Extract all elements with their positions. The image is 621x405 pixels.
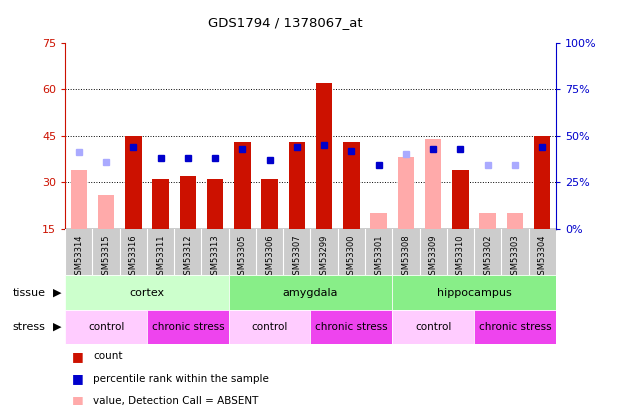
Bar <box>179 176 196 229</box>
Text: GSM53307: GSM53307 <box>292 234 301 280</box>
Bar <box>234 142 250 229</box>
Text: ■: ■ <box>71 372 83 385</box>
Bar <box>289 142 305 229</box>
Bar <box>392 310 474 344</box>
Text: chronic stress: chronic stress <box>152 322 224 332</box>
Bar <box>229 310 310 344</box>
Text: hippocampus: hippocampus <box>437 288 512 298</box>
Bar <box>65 275 229 310</box>
Bar <box>425 139 442 229</box>
Bar <box>452 170 469 229</box>
Bar <box>310 310 392 344</box>
Text: GSM53302: GSM53302 <box>483 234 492 280</box>
Text: GSM53312: GSM53312 <box>183 234 193 280</box>
Bar <box>98 195 114 229</box>
Bar <box>152 179 169 229</box>
Text: ■: ■ <box>71 350 83 363</box>
Text: control: control <box>415 322 451 332</box>
Text: GSM53299: GSM53299 <box>320 234 329 280</box>
Text: GSM53316: GSM53316 <box>129 234 138 280</box>
Text: GSM53314: GSM53314 <box>75 234 83 280</box>
Bar <box>65 310 147 344</box>
Text: count: count <box>93 352 123 361</box>
Bar <box>479 213 496 229</box>
Bar <box>71 170 87 229</box>
Text: GSM53301: GSM53301 <box>374 234 383 280</box>
Text: control: control <box>88 322 124 332</box>
Text: chronic stress: chronic stress <box>315 322 388 332</box>
Text: GSM53303: GSM53303 <box>510 234 519 280</box>
Bar <box>261 179 278 229</box>
Bar <box>397 158 414 229</box>
Text: GSM53313: GSM53313 <box>211 234 220 280</box>
Text: GSM53310: GSM53310 <box>456 234 465 280</box>
Text: amygdala: amygdala <box>283 288 338 298</box>
Text: GSM53304: GSM53304 <box>538 234 546 280</box>
Text: tissue: tissue <box>12 288 45 298</box>
Text: GSM53306: GSM53306 <box>265 234 274 280</box>
Bar <box>229 275 392 310</box>
Bar <box>147 310 229 344</box>
Bar <box>207 179 224 229</box>
Text: percentile rank within the sample: percentile rank within the sample <box>93 374 269 384</box>
Text: control: control <box>252 322 288 332</box>
Bar <box>392 275 556 310</box>
Text: GSM53315: GSM53315 <box>102 234 111 280</box>
Text: GSM53311: GSM53311 <box>156 234 165 280</box>
Text: ▶: ▶ <box>53 288 61 298</box>
Text: GDS1794 / 1378067_at: GDS1794 / 1378067_at <box>209 16 363 29</box>
Bar <box>474 310 556 344</box>
Text: GSM53305: GSM53305 <box>238 234 247 280</box>
Text: GSM53300: GSM53300 <box>347 234 356 280</box>
Text: GSM53308: GSM53308 <box>401 234 410 280</box>
Text: cortex: cortex <box>129 288 165 298</box>
Bar <box>316 83 332 229</box>
Text: GSM53309: GSM53309 <box>428 234 438 280</box>
Bar <box>371 213 387 229</box>
Bar <box>534 136 550 229</box>
Text: value, Detection Call = ABSENT: value, Detection Call = ABSENT <box>93 396 258 405</box>
Bar <box>343 142 360 229</box>
Bar <box>507 213 523 229</box>
Text: stress: stress <box>12 322 45 332</box>
Bar <box>425 139 442 229</box>
Bar <box>125 136 142 229</box>
Text: ▶: ▶ <box>53 322 61 332</box>
Text: chronic stress: chronic stress <box>479 322 551 332</box>
Text: ■: ■ <box>71 394 83 405</box>
